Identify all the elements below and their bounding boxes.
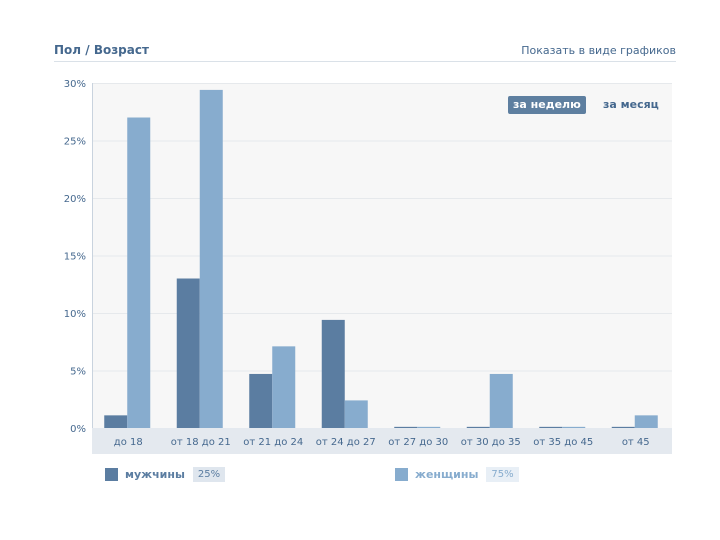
x-category-label: от 35 до 45: [533, 437, 593, 448]
legend-male-percent: 25%: [192, 466, 226, 482]
show-as-graphs-link[interactable]: Показать в виде графиков: [521, 44, 676, 57]
y-tick-label: 20%: [64, 194, 86, 205]
bar-female-6: [489, 373, 513, 428]
legend-female-label: женщины: [415, 467, 479, 481]
x-category-label: от 18 до 21: [171, 437, 231, 448]
x-category-label: от 21 до 24: [243, 437, 303, 448]
x-category-label: от 27 до 30: [388, 437, 448, 448]
chart-title: Пол / Возраст: [54, 43, 149, 57]
x-category-label: от 24 до 27: [316, 437, 376, 448]
bar-female-2: [199, 89, 223, 429]
x-category-label: от 30 до 35: [461, 437, 521, 448]
legend-male-swatch: [105, 467, 118, 481]
bar-male-2: [176, 278, 200, 428]
y-tick-label: 10%: [64, 309, 86, 320]
y-tick-label: 5%: [70, 367, 86, 378]
legend-male-label: мужчины: [125, 467, 185, 481]
bar-male-4: [321, 319, 345, 428]
legend-female-percent: 75%: [486, 466, 519, 482]
period-week-button[interactable]: за неделю: [508, 96, 586, 114]
bar-female-7: [562, 426, 586, 428]
bar-female-4: [344, 400, 368, 428]
y-tick-label: 30%: [64, 79, 86, 90]
bar-male-1: [104, 415, 128, 428]
bar-female-8: [634, 415, 658, 428]
y-tick-label: 15%: [64, 252, 86, 263]
x-category-label: от 45: [622, 437, 650, 448]
bar-male-7: [539, 426, 563, 428]
header-divider: [54, 61, 676, 62]
bar-male-5: [394, 426, 418, 428]
legend-female-swatch: [395, 467, 408, 481]
bar-female-1: [127, 117, 151, 428]
period-month-button[interactable]: за месяц: [603, 98, 659, 111]
x-axis-band: [92, 428, 672, 454]
legend-female: женщины 75%: [395, 465, 519, 483]
bar-male-8: [611, 426, 635, 428]
bar-male-6: [466, 426, 490, 428]
y-tick-label: 0%: [70, 424, 86, 435]
y-tick-label: 25%: [64, 137, 86, 148]
bar-female-3: [272, 346, 296, 428]
x-category-label: до 18: [114, 437, 143, 448]
legend-male: мужчины 25%: [105, 465, 226, 483]
bar-female-5: [417, 426, 441, 428]
bar-male-3: [249, 373, 273, 428]
